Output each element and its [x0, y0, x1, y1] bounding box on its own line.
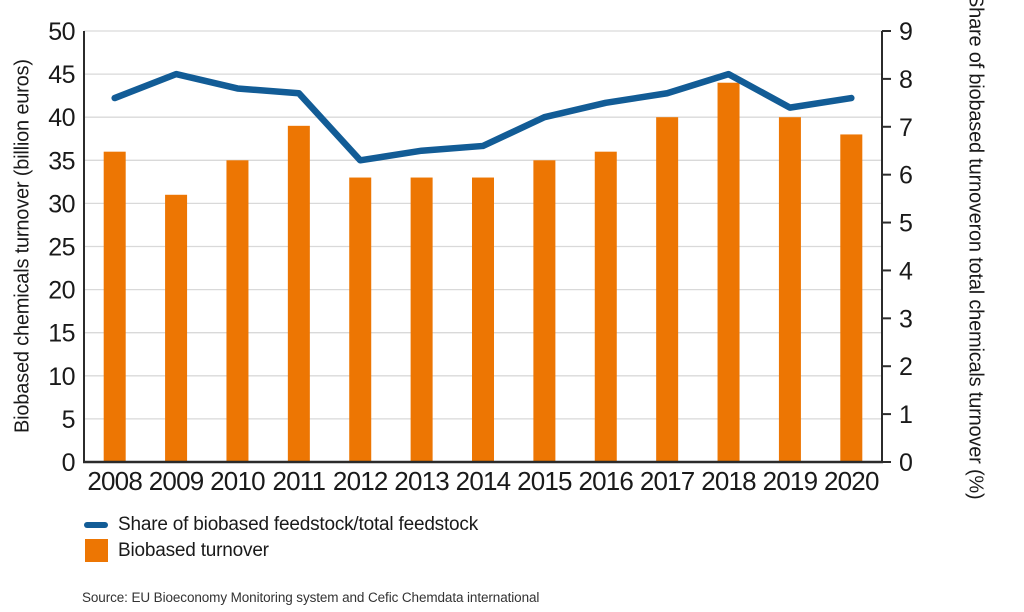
- right-axis-tick-label: 2: [899, 353, 913, 381]
- right-axis-title: Share of biobased turnover on total chem…: [942, 0, 1008, 499]
- left-axis-tick-label: 20: [48, 277, 75, 305]
- bar-2011: [287, 125, 310, 462]
- x-axis-label-2019: 2019: [763, 466, 818, 496]
- bar-2010: [226, 160, 249, 463]
- x-axis-label-2018: 2018: [701, 466, 756, 496]
- x-axis-label-2020: 2020: [824, 466, 879, 496]
- bar-2008: [103, 151, 126, 462]
- x-axis-label-2013: 2013: [394, 466, 449, 496]
- x-axis-label-2010: 2010: [210, 466, 265, 496]
- x-axis-label-2015: 2015: [517, 466, 572, 496]
- right-axis-tick-label: 9: [899, 18, 913, 46]
- left-axis-tick-label: 0: [62, 449, 75, 477]
- right-axis-tick-label: 6: [899, 162, 913, 190]
- left-axis-tick-label: 10: [48, 363, 75, 391]
- right-axis-tick-label: 0: [899, 449, 913, 477]
- line-series-swatch-icon: [84, 521, 108, 528]
- bar-2013: [410, 177, 433, 463]
- left-axis-tick-label: 5: [62, 406, 75, 434]
- legend-item-turnover: Biobased turnover: [84, 539, 478, 562]
- bar-2019: [778, 117, 801, 462]
- left-axis-title: Biobased chemicals turnover (billion eur…: [11, 59, 34, 434]
- x-axis-label-2014: 2014: [456, 466, 511, 496]
- legend-label-turnover: Biobased turnover: [118, 539, 269, 561]
- bar-2012: [349, 177, 372, 463]
- legend-line-swatch-cell: [84, 521, 108, 528]
- right-axis-title-line2: on total chemicals turnover (%): [964, 229, 987, 500]
- right-axis-tick-label: 3: [899, 305, 913, 333]
- left-axis-tick-label: 15: [48, 320, 75, 348]
- bar-2015: [533, 160, 556, 463]
- left-axis-tick-label: 40: [48, 104, 75, 132]
- right-axis-tick-label: 5: [899, 210, 913, 238]
- left-axis-tick-label: 50: [48, 18, 75, 46]
- bar-2020: [840, 134, 863, 462]
- left-axis-tick-label: 30: [48, 190, 75, 218]
- left-axis-tick-label: 35: [48, 147, 75, 175]
- right-axis-tick-label: 8: [899, 66, 913, 94]
- legend: Share of biobased feedstock/total feedst…: [84, 513, 478, 562]
- x-axis-label-2011: 2011: [272, 466, 325, 496]
- x-axis-label-2016: 2016: [578, 466, 633, 496]
- x-axis-label-2012: 2012: [333, 466, 388, 496]
- bar-2017: [656, 117, 679, 462]
- left-axis-tick-label: 45: [48, 61, 75, 89]
- legend-label-share: Share of biobased feedstock/total feedst…: [118, 513, 479, 535]
- legend-item-share: Share of biobased feedstock/total feedst…: [84, 513, 478, 536]
- bar-2018: [717, 82, 740, 462]
- x-axis-label-2008: 2008: [87, 466, 142, 496]
- legend-square-swatch-cell: [84, 539, 108, 562]
- source-note: Source: EU Bioeconomy Monitoring system …: [82, 590, 540, 605]
- left-axis-tick-label: 25: [48, 234, 75, 262]
- x-axis-label-2017: 2017: [640, 466, 695, 496]
- right-axis-title-line1: Share of biobased turnover: [964, 0, 987, 230]
- bar-2016: [594, 151, 617, 462]
- right-axis-tick-label: 4: [899, 257, 913, 285]
- bar-2009: [165, 194, 188, 462]
- right-axis-tick-label: 7: [899, 114, 913, 142]
- bar-series-swatch-icon: [84, 539, 108, 562]
- bar-2014: [472, 177, 494, 463]
- share-line-series: [111, 70, 855, 164]
- x-axis-label-2009: 2009: [149, 466, 204, 496]
- right-axis-tick-label: 1: [899, 401, 913, 429]
